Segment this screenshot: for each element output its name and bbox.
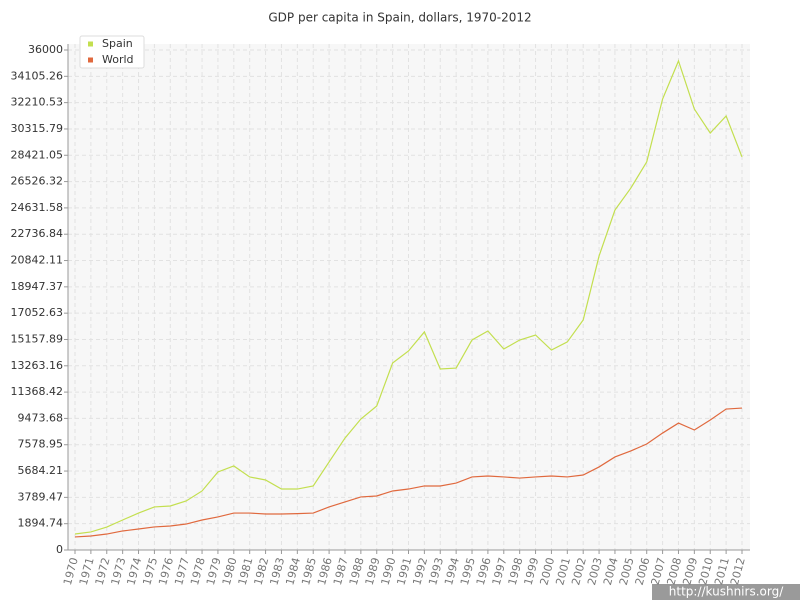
y-tick-label: 3789.47 [18,490,64,503]
y-tick-label: 0 [56,543,63,556]
y-tick-label: 11368.42 [11,385,64,398]
y-tick-label: 28421.05 [11,148,64,161]
y-tick-label: 32210.53 [11,96,64,109]
legend-box [79,35,145,69]
y-tick-label: 22736.84 [11,227,64,240]
legend-label: Spain [102,37,133,50]
series-line [74,407,743,538]
legend-swatch [88,57,93,63]
legend-label: World [102,53,134,66]
y-tick-label: 18947.37 [11,280,64,293]
y-tick-label: 30315.79 [11,122,64,135]
y-tick-label: 26526.32 [11,175,64,188]
y-tick-label: 13263.16 [11,359,64,372]
watermark-box [652,584,800,600]
y-tick-label: 20842.11 [11,254,64,267]
y-tick-label: 15157.89 [11,332,64,345]
y-tick-label: 9473.68 [18,411,64,424]
y-tick-label: 7578.95 [18,438,64,451]
chart-title: GDP per capita in Spain, dollars, 1970-2… [268,11,531,25]
y-tick-label: 24631.58 [11,201,64,214]
y-tick-label: 17052.63 [11,306,64,319]
watermark: http://kushnirs.org/ [669,585,784,599]
y-tick-label: 1894.74 [18,517,64,530]
y-tick-label: 5684.21 [18,464,64,477]
series-line [74,59,743,535]
legend-swatch [88,41,93,47]
y-tick-label: 36000 [28,43,63,56]
y-tick-label: 34105.26 [11,69,64,82]
